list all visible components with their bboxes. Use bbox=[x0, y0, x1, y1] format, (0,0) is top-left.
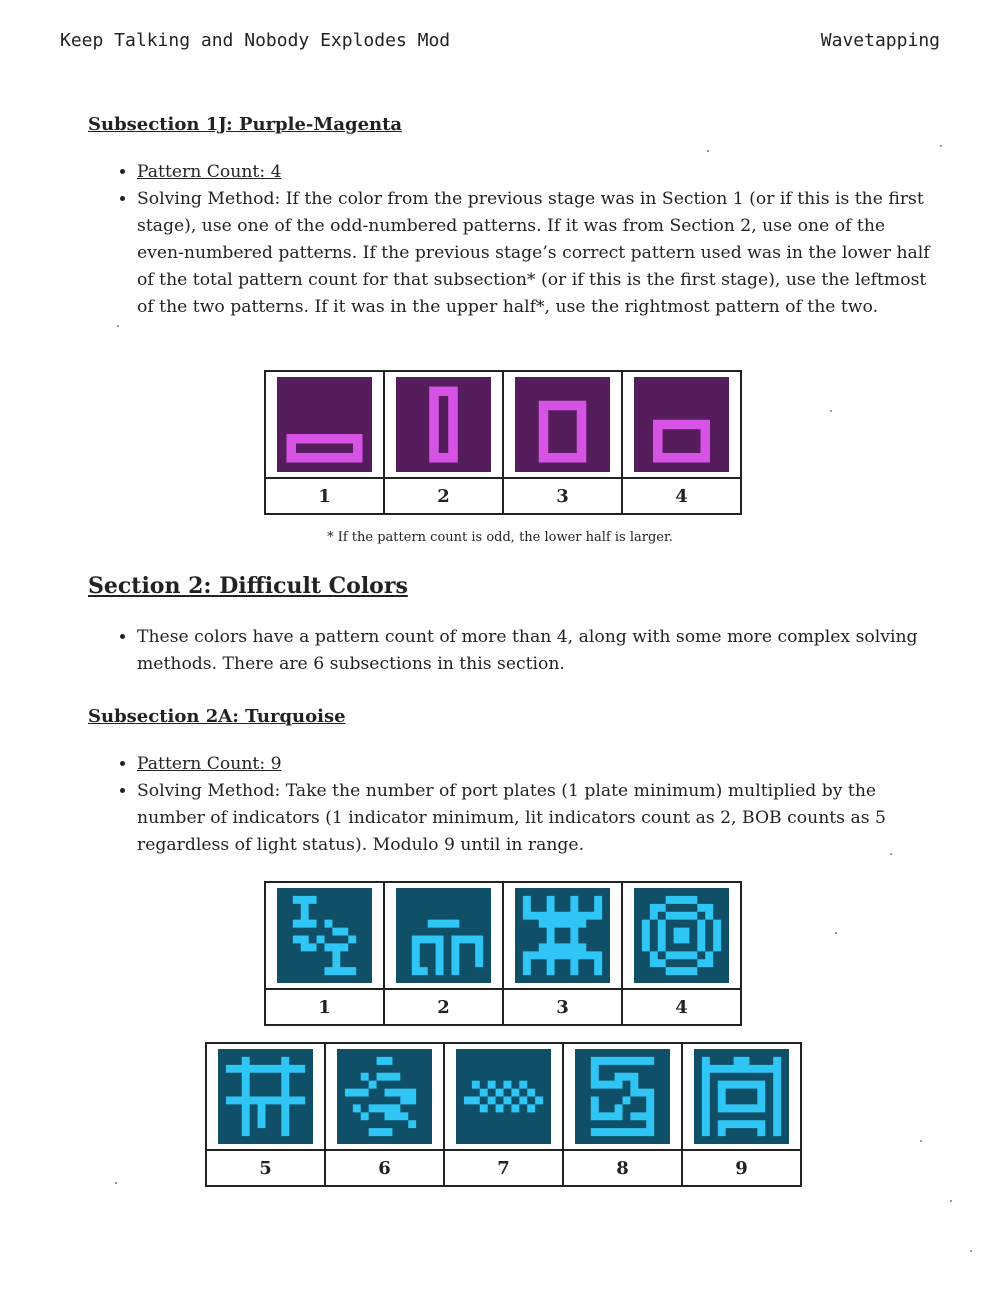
document-header-module-name: Wavetapping bbox=[820, 30, 940, 51]
turquoise-pattern-7-icon bbox=[456, 1049, 551, 1144]
paper-speck bbox=[830, 410, 832, 412]
turquoise-pattern-label-9: 9 bbox=[681, 1149, 802, 1187]
section-2-list: These colors have a pattern count of mor… bbox=[115, 624, 937, 678]
purple-pattern-label-1: 1 bbox=[264, 477, 385, 515]
turquoise-pattern-cell-3 bbox=[502, 881, 623, 990]
purple-pattern-2-icon bbox=[396, 377, 491, 472]
paper-speck bbox=[835, 932, 837, 934]
turquoise-pattern-cell-8 bbox=[562, 1042, 683, 1151]
subsection-2a-solving-method: Solving Method: Take the number of port … bbox=[137, 778, 937, 859]
turquoise-pattern-5-icon bbox=[218, 1049, 313, 1144]
subsection-1j-pattern-count: Pattern Count: 4 bbox=[137, 159, 937, 186]
turquoise-pattern-label-6: 6 bbox=[324, 1149, 445, 1187]
purple-pattern-3-icon bbox=[515, 377, 610, 472]
subsection-1j-title: Subsection 1J: Purple-Magenta bbox=[88, 114, 403, 135]
subsection-1j-list: Pattern Count: 4 Solving Method: If the … bbox=[115, 159, 937, 321]
paper-speck bbox=[117, 325, 119, 327]
subsection-2a-title: Subsection 2A: Turquoise bbox=[88, 706, 346, 727]
paper-speck bbox=[707, 150, 709, 152]
turquoise-pattern-cell-1 bbox=[264, 881, 385, 990]
turquoise-pattern-6-icon bbox=[337, 1049, 432, 1144]
turquoise-pattern-2-icon bbox=[396, 888, 491, 983]
turquoise-pattern-label-2: 2 bbox=[383, 988, 504, 1026]
turquoise-pattern-table-row-1: 1 2 3 4 bbox=[264, 881, 742, 1026]
section-2-description: These colors have a pattern count of mor… bbox=[137, 624, 937, 678]
paper-speck bbox=[920, 1140, 922, 1142]
purple-pattern-cell-3 bbox=[502, 370, 623, 479]
turquoise-pattern-cell-4 bbox=[621, 881, 742, 990]
purple-pattern-label-2: 2 bbox=[383, 477, 504, 515]
paper-speck bbox=[115, 1182, 117, 1184]
paper-speck bbox=[950, 1200, 952, 1202]
turquoise-pattern-label-3: 3 bbox=[502, 988, 623, 1026]
paper-speck bbox=[940, 145, 942, 147]
turquoise-pattern-9-icon bbox=[694, 1049, 789, 1144]
turquoise-pattern-label-7: 7 bbox=[443, 1149, 564, 1187]
subsection-2a-list: Pattern Count: 9 Solving Method: Take th… bbox=[115, 751, 937, 859]
turquoise-pattern-cell-5 bbox=[205, 1042, 326, 1151]
turquoise-pattern-3-icon bbox=[515, 888, 610, 983]
subsection-1j-solving-method: Solving Method: If the color from the pr… bbox=[137, 186, 937, 321]
paper-speck bbox=[970, 1250, 972, 1252]
turquoise-pattern-4-icon bbox=[634, 888, 729, 983]
purple-pattern-1-icon bbox=[277, 377, 372, 472]
turquoise-pattern-cell-6 bbox=[324, 1042, 445, 1151]
turquoise-pattern-label-4: 4 bbox=[621, 988, 742, 1026]
purple-pattern-label-4: 4 bbox=[621, 477, 742, 515]
paper-speck bbox=[890, 853, 892, 855]
turquoise-pattern-8-icon bbox=[575, 1049, 670, 1144]
turquoise-pattern-label-5: 5 bbox=[205, 1149, 326, 1187]
turquoise-pattern-cell-2 bbox=[383, 881, 504, 990]
purple-pattern-label-3: 3 bbox=[502, 477, 623, 515]
purple-pattern-cell-2 bbox=[383, 370, 504, 479]
purple-pattern-4-icon bbox=[634, 377, 729, 472]
turquoise-pattern-label-8: 8 bbox=[562, 1149, 683, 1187]
turquoise-pattern-cell-7 bbox=[443, 1042, 564, 1151]
footnote: * If the pattern count is odd, the lower… bbox=[327, 530, 673, 545]
turquoise-pattern-table-row-2: 5 6 7 8 9 bbox=[205, 1042, 802, 1187]
purple-pattern-cell-4 bbox=[621, 370, 742, 479]
turquoise-pattern-cell-9 bbox=[681, 1042, 802, 1151]
turquoise-pattern-1-icon bbox=[277, 888, 372, 983]
purple-magenta-pattern-table: 1 2 3 4 bbox=[264, 370, 742, 515]
turquoise-pattern-label-1: 1 bbox=[264, 988, 385, 1026]
purple-pattern-cell-1 bbox=[264, 370, 385, 479]
document-header-title: Keep Talking and Nobody Explodes Mod bbox=[60, 30, 451, 51]
subsection-2a-pattern-count: Pattern Count: 9 bbox=[137, 751, 937, 778]
section-2-title: Section 2: Difficult Colors bbox=[88, 573, 408, 599]
